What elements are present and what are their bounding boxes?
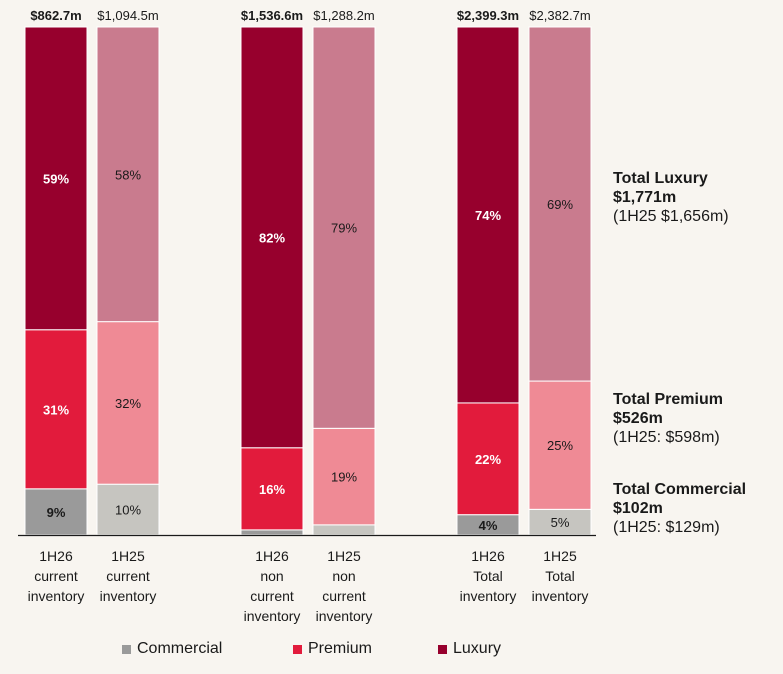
legend-item-luxury: Luxury	[438, 640, 501, 658]
bar-segment-commercial	[240, 529, 304, 536]
data-label-commercial: 10%	[115, 503, 141, 518]
category-label: 1H25	[327, 548, 361, 564]
legend-swatch-premium	[293, 644, 302, 654]
category-label: current	[34, 568, 78, 584]
category-label: current	[250, 588, 294, 604]
total-luxury-prior: (1H25 $1,656m)	[613, 208, 729, 225]
data-label-premium: 16%	[259, 482, 285, 497]
data-label-luxury: 59%	[43, 171, 69, 186]
bar-segment-luxury	[24, 26, 88, 331]
data-label-premium: 25%	[547, 438, 573, 453]
total-premium-prior: (1H25: $598m)	[613, 429, 720, 446]
legend-label-luxury: Luxury	[453, 640, 502, 657]
category-label: inventory	[28, 588, 85, 604]
data-label-luxury: 82%	[259, 230, 285, 245]
legend-swatch-luxury	[438, 644, 447, 654]
bar-segment-premium	[528, 380, 592, 510]
total-premium-title: Total Premium	[613, 391, 723, 408]
category-label: 1H25	[543, 548, 577, 564]
chart-legend: Commercial Premium Luxury	[0, 640, 783, 662]
bar-total-label: $2,399.3m	[457, 8, 519, 23]
bar-total-label: $2,382.7m	[529, 8, 590, 23]
data-label-premium: 32%	[115, 396, 141, 411]
bar-segment-premium	[456, 402, 520, 516]
bar-segment-commercial	[24, 488, 88, 536]
data-label-commercial: 5%	[551, 515, 570, 530]
category-label: inventory	[244, 608, 301, 624]
data-label-commercial: 9%	[47, 505, 66, 520]
legend-swatch-commercial	[122, 644, 131, 654]
category-label: Total	[473, 568, 503, 584]
bar-segment-premium	[240, 447, 304, 531]
stacked-bar-chart: 9% 31% 59% $862.7m 1H26 current inventory 10% 32…	[18, 8, 596, 624]
data-label-luxury: 69%	[547, 197, 573, 212]
category-label: inventory	[460, 588, 517, 604]
data-label-premium: 31%	[43, 402, 69, 417]
total-luxury-value: $1,771m	[613, 189, 677, 206]
total-commercial-title: Total Commercial	[613, 481, 747, 498]
total-premium-value: $526m	[613, 410, 663, 427]
legend-label-premium: Premium	[308, 640, 373, 657]
legend-label-commercial: Commercial	[137, 640, 223, 657]
total-commercial-value: $102m	[613, 500, 663, 517]
category-label: current	[322, 588, 366, 604]
category-label: inventory	[100, 588, 157, 604]
category-label: 1H26	[255, 548, 289, 564]
legend-item-premium: Premium	[293, 640, 372, 658]
category-label: non	[332, 568, 355, 584]
bar-segment-premium	[96, 321, 160, 485]
bar-total-label: $1,094.5m	[97, 8, 158, 23]
data-label-premium: 22%	[475, 452, 501, 467]
total-luxury-summary: Total Luxury $1,771m (1H25 $1,656m)	[613, 169, 729, 226]
category-label: 1H26	[471, 548, 505, 564]
data-label-luxury: 74%	[475, 208, 501, 223]
bar-segment-premium	[312, 427, 376, 526]
bar-segment-luxury	[312, 26, 376, 429]
data-label-luxury: 79%	[331, 221, 357, 236]
total-premium-summary: Total Premium $526m (1H25: $598m)	[613, 390, 723, 447]
category-label: Total	[545, 568, 575, 584]
category-label: inventory	[532, 588, 589, 604]
bar-segment-luxury	[240, 26, 304, 449]
category-label: non	[260, 568, 283, 584]
bar-segment-commercial	[312, 524, 376, 536]
bar-total-label: $1,536.6m	[241, 8, 303, 23]
bar-segment-commercial	[528, 508, 592, 536]
category-label: inventory	[316, 608, 373, 624]
data-label-luxury: 58%	[115, 167, 141, 182]
bar-segment-luxury	[456, 26, 520, 404]
bar-segment-luxury	[528, 26, 592, 382]
bar-segment-commercial	[96, 483, 160, 536]
category-label: current	[106, 568, 150, 584]
bar-segment-premium	[24, 329, 88, 490]
total-commercial-summary: Total Commercial $102m (1H25: $129m)	[613, 480, 746, 537]
bar-total-label: $862.7m	[30, 8, 81, 23]
category-label: 1H25	[111, 548, 145, 564]
bar-segment-luxury	[96, 26, 160, 323]
total-luxury-title: Total Luxury	[613, 170, 708, 187]
category-label: 1H26	[39, 548, 73, 564]
data-label-premium: 19%	[331, 470, 357, 485]
bar-total-label: $1,288.2m	[313, 8, 374, 23]
data-label-commercial: 4%	[479, 518, 498, 533]
legend-item-commercial: Commercial	[122, 640, 222, 658]
total-commercial-prior: (1H25: $129m)	[613, 519, 720, 536]
